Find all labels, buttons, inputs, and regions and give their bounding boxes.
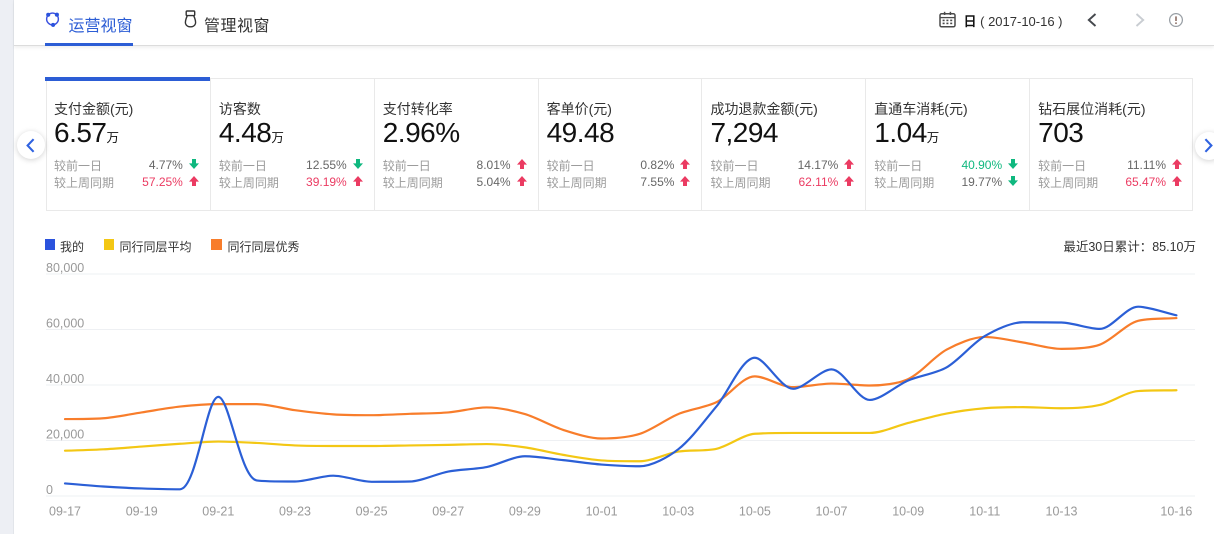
svg-text:09-19: 09-19 [126, 505, 158, 519]
svg-text:09-27: 09-27 [432, 505, 464, 519]
svg-text:10-05: 10-05 [739, 505, 771, 519]
svg-text:80,000: 80,000 [46, 261, 84, 275]
svg-text:09-29: 09-29 [509, 505, 541, 519]
svg-text:10-11: 10-11 [969, 505, 1000, 519]
svg-text:10-03: 10-03 [662, 505, 694, 519]
svg-text:09-23: 09-23 [279, 505, 311, 519]
svg-text:0: 0 [46, 483, 53, 497]
svg-text:10-16: 10-16 [1160, 505, 1192, 519]
svg-text:10-13: 10-13 [1046, 505, 1078, 519]
svg-text:20,000: 20,000 [46, 428, 84, 442]
svg-text:09-21: 09-21 [202, 505, 234, 519]
svg-text:10-07: 10-07 [816, 505, 848, 519]
svg-text:09-17: 09-17 [49, 505, 81, 519]
svg-text:10-01: 10-01 [586, 505, 618, 519]
svg-text:10-09: 10-09 [892, 505, 924, 519]
svg-text:09-25: 09-25 [356, 505, 388, 519]
svg-text:60,000: 60,000 [46, 317, 84, 331]
svg-text:40,000: 40,000 [46, 372, 84, 386]
